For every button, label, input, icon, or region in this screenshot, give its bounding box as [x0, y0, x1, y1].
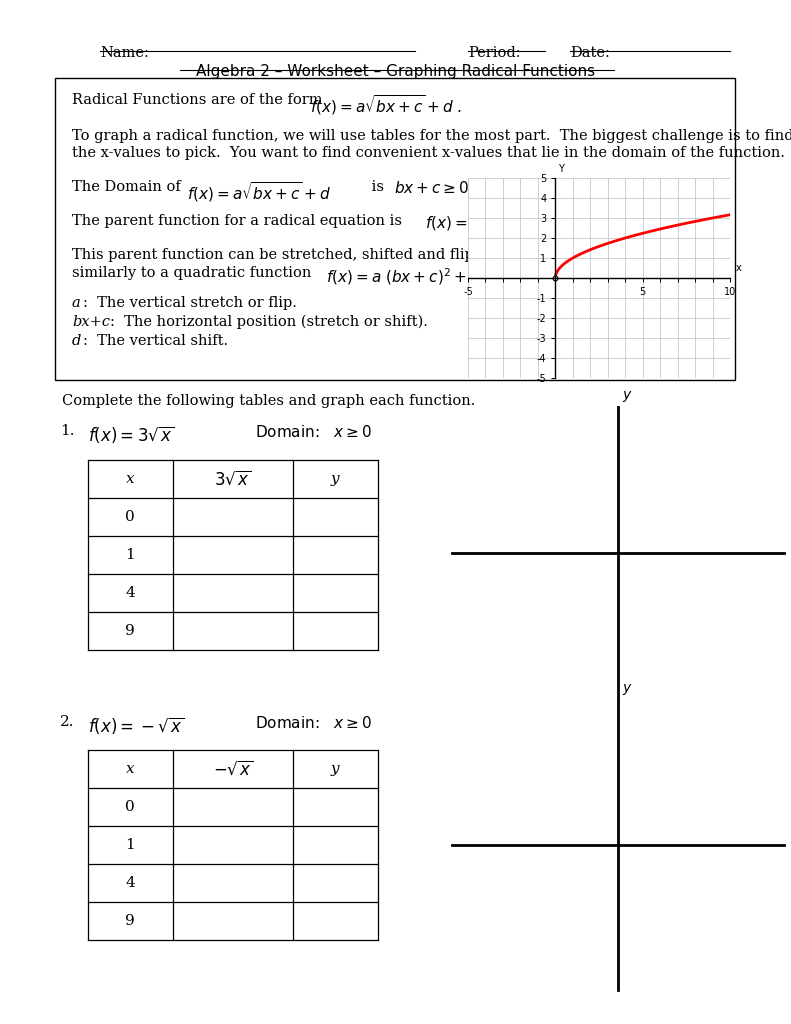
Text: $f(x) = a\sqrt{bx+c} + d$ .: $f(x) = a\sqrt{bx+c} + d$ . [310, 93, 462, 117]
Text: $f(x) = a\ (bx+c)^{2} + d$ .: $f(x) = a\ (bx+c)^{2} + d$ . [326, 266, 489, 287]
Text: Name:: Name: [100, 46, 149, 60]
Text: 9: 9 [125, 914, 135, 928]
Text: y: y [623, 387, 630, 401]
Text: y: y [331, 472, 339, 486]
Text: 1.: 1. [60, 424, 74, 438]
Text: Date:: Date: [570, 46, 610, 60]
Text: d: d [72, 334, 81, 348]
Text: The Domain of: The Domain of [72, 180, 181, 194]
Bar [55, 78, 735, 380]
Text: Domain:   $x \geq 0$: Domain: $x \geq 0$ [255, 715, 373, 731]
Text: $f(x) = 3\sqrt{x}$: $f(x) = 3\sqrt{x}$ [88, 424, 174, 445]
Text: $-\sqrt{x}$: $-\sqrt{x}$ [213, 760, 253, 778]
Text: x: x [736, 263, 741, 273]
Text: bx+c: bx+c [72, 315, 110, 329]
Text: 4: 4 [125, 586, 135, 600]
Text: the x-values to pick.  You want to find convenient x-values that lie in the doma: the x-values to pick. You want to find c… [72, 146, 785, 160]
Text: y: y [331, 762, 339, 776]
Text: a: a [72, 296, 81, 310]
Text: Period:: Period: [468, 46, 520, 60]
Text: $bx+c \geq 0$ .: $bx+c \geq 0$ . [394, 180, 479, 196]
Text: To graph a radical function, we will use tables for the most part.  The biggest : To graph a radical function, we will use… [72, 129, 791, 143]
Text: :  The vertical stretch or flip.: : The vertical stretch or flip. [83, 296, 297, 310]
Text: 0: 0 [125, 800, 135, 814]
Text: is: is [367, 180, 388, 194]
Text: 1: 1 [125, 838, 135, 852]
Text: 4: 4 [125, 876, 135, 890]
Text: Domain:   $x \geq 0$: Domain: $x \geq 0$ [255, 424, 373, 440]
Text: 2.: 2. [60, 715, 74, 729]
Text: :  The vertical shift.: : The vertical shift. [83, 334, 228, 348]
Text: Algebra 2 – Worksheet – Graphing Radical Functions: Algebra 2 – Worksheet – Graphing Radical… [196, 63, 596, 79]
Text: Complete the following tables and graph each function.: Complete the following tables and graph … [62, 394, 475, 408]
Text: This parent function can be stretched, shifted and flipped: This parent function can be stretched, s… [72, 248, 501, 262]
Text: 9: 9 [125, 624, 135, 638]
Text: $f(x) = -\sqrt{x}$: $f(x) = -\sqrt{x}$ [88, 715, 184, 736]
Text: $f(x) = a\sqrt{bx+c} + d$: $f(x) = a\sqrt{bx+c} + d$ [187, 180, 331, 204]
Text: Y: Y [558, 164, 564, 174]
Text: 0: 0 [125, 510, 135, 524]
Text: Radical Functions are of the form: Radical Functions are of the form [72, 93, 323, 106]
Text: x: x [126, 472, 134, 486]
Text: y: y [623, 681, 630, 694]
Text: $3\sqrt{x}$: $3\sqrt{x}$ [214, 470, 252, 488]
Text: $f(x) = \sqrt{x}$ .: $f(x) = \sqrt{x}$ . [425, 214, 502, 232]
Text: 1: 1 [125, 548, 135, 562]
Text: The parent function for a radical equation is: The parent function for a radical equati… [72, 214, 402, 228]
Text: similarly to a quadratic function: similarly to a quadratic function [72, 266, 312, 280]
Text: :  The horizontal position (stretch or shift).: : The horizontal position (stretch or sh… [110, 315, 428, 330]
Text: x: x [126, 762, 134, 776]
